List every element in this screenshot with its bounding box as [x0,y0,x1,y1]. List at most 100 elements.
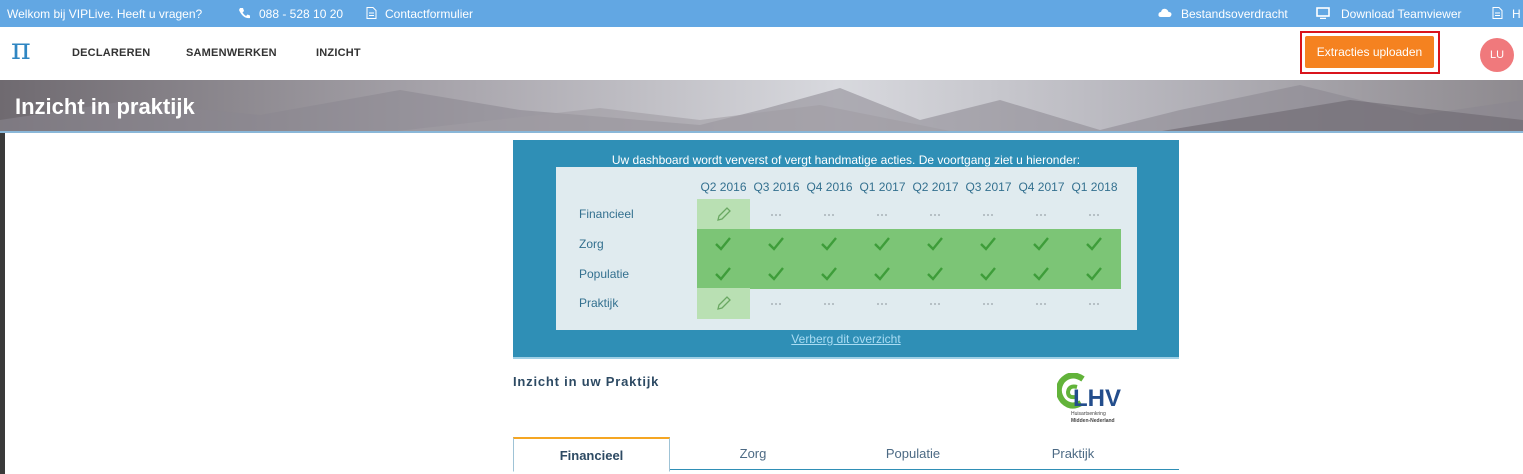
pending-icon [877,303,887,306]
tab[interactable]: Zorg [739,446,767,461]
lhv-line: Huisartsenkring [1071,411,1106,417]
status-cell [750,228,803,260]
dashboard-message: Uw dashboard wordt ververst of vergt han… [611,153,1081,167]
done-icon [821,237,837,251]
help-link[interactable]: H [1512,7,1521,21]
row-label: Zorg [579,236,604,251]
pending-icon [1089,214,1099,216]
status-cell [1068,228,1121,260]
status-cell [750,288,803,318]
pending-icon [983,303,993,306]
status-cell [697,288,750,319]
lhv-line: Midden-Nederland [1071,418,1115,424]
section-title: Inzicht in uw Praktijk [513,374,660,389]
pending-icon [877,214,887,216]
pending-icon [983,214,993,216]
done-icon [768,266,784,281]
column-header: Q1 2018 [1071,180,1118,194]
done-icon [927,237,943,251]
lhv-logo: LHV Huisartsenkring Midden-Nederland [1057,373,1147,429]
status-cell [750,199,803,229]
lhv-name: LHV [1073,385,1121,412]
done-icon [768,237,784,251]
nav-item[interactable]: DECLAREREN [72,47,151,59]
status-cell [1068,258,1121,289]
tab[interactable]: Populatie [885,446,941,461]
done-icon [874,266,890,281]
edit-icon [717,207,731,221]
welcome-text: Welkom bij VIPLive. Heeft u vragen? [7,7,203,21]
status-cell [962,288,1015,318]
top-bar: Welkom bij VIPLive. Heeft u vragen? 088 … [0,0,1523,27]
status-cell [1015,258,1068,289]
edit-icon [717,296,731,311]
status-cell [962,199,1015,229]
status-cell [909,199,962,229]
status-cell [909,228,962,260]
pending-icon [771,303,781,306]
phone-link[interactable]: 088 - 528 10 20 [259,7,344,21]
status-cell [962,258,1015,289]
pending-icon [1089,303,1099,306]
status-cell [1068,199,1121,229]
column-header: Q4 2016 [806,180,853,194]
status-cell [1068,288,1121,318]
status-cell [962,228,1015,260]
column-header: Q1 2017 [859,180,906,194]
status-cell [697,258,750,289]
status-cell [697,228,750,260]
column-header: Q2 2016 [700,180,747,194]
row-label: Financieel [579,207,634,221]
status-cell [909,288,962,318]
upload-button[interactable]: Extracties uploaden [1305,36,1434,68]
column-header: Q2 2017 [912,180,959,194]
cloud-icon [1158,8,1172,17]
status-cell [1015,199,1068,229]
dashboard-panel: Uw dashboard wordt ververst of vergt han… [513,140,1179,359]
status-cell [1015,228,1068,260]
banner-mountains [0,85,1523,131]
teamviewer-link[interactable]: Download Teamviewer [1341,7,1462,21]
done-icon [715,266,731,281]
left-edge [0,133,5,474]
done-icon [874,237,890,251]
status-cell [856,258,909,289]
avatar[interactable]: LU [1480,38,1514,72]
tab[interactable]: Financieel [513,437,670,472]
hide-link[interactable]: Verberg dit overzicht [791,332,901,346]
row-label: Populatie [579,266,630,281]
contact-link[interactable]: Contactformulier [385,7,474,21]
status-cell [803,228,856,260]
pending-icon [1036,303,1046,306]
pending-icon [930,303,940,306]
status-cell [697,199,750,230]
status-cell [803,258,856,289]
logo[interactable]: π [11,32,31,67]
status-cell [856,228,909,260]
pending-icon [930,214,940,216]
status-cell [750,258,803,289]
status-cell [803,288,856,318]
column-header: Q3 2017 [965,180,1012,194]
done-icon [980,266,996,281]
pending-icon [1036,214,1046,216]
nav-item[interactable]: SAMENWERKEN [186,47,277,59]
highlight-box [1300,31,1440,74]
tab[interactable]: Praktijk [1051,446,1095,461]
help-icon [1492,7,1503,19]
done-icon [821,266,837,281]
done-icon [1033,266,1049,281]
nav-item[interactable]: INZICHT [316,47,361,59]
phone-icon [239,8,250,19]
done-icon [1033,237,1049,251]
done-icon [1086,237,1102,251]
tab-line [513,469,1179,470]
done-icon [715,237,731,251]
transfer-link[interactable]: Bestandsoverdracht [1181,7,1288,21]
done-icon [980,237,996,251]
column-header: Q4 2017 [1018,180,1065,194]
column-header: Q3 2016 [753,180,800,194]
done-icon [927,266,943,281]
row-label: Praktijk [579,296,619,311]
